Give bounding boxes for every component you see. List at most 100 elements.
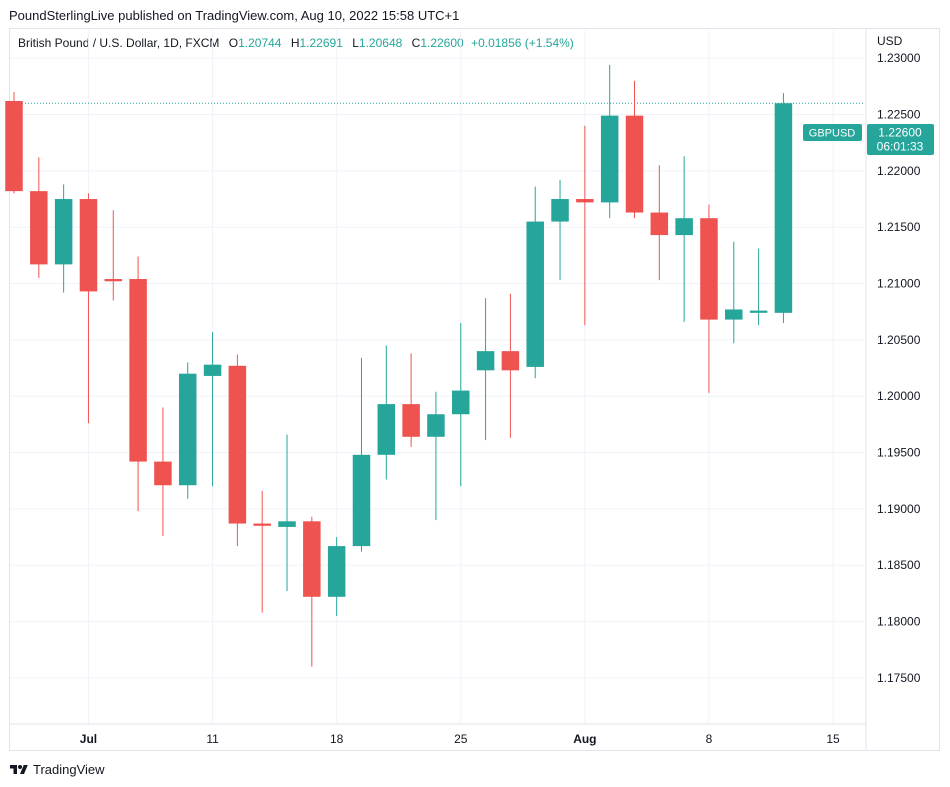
footer-brand: TradingView [33, 762, 105, 777]
price-tag-value: 1.22600 06:01:33 [867, 124, 934, 155]
candle-body [154, 461, 172, 486]
candle-body [253, 523, 271, 526]
candle [253, 490, 271, 613]
candle [526, 186, 544, 379]
candle [576, 125, 594, 326]
legend-symbol: British Pound / U.S. Dollar, 1D, FXCM [18, 36, 220, 50]
price-axis: 1.17500 1.18000 1.18500 1.19000 1.19500 1.200… [877, 51, 921, 685]
time-axis: Jul 11 18 25 Aug 8 15 [80, 732, 840, 746]
candle [129, 256, 147, 512]
candle-body [452, 390, 470, 415]
candle-body [526, 221, 544, 367]
legend-high-label: H [290, 36, 300, 50]
candle [154, 407, 172, 536]
legend-change: +0.01856 (+1.54%) [471, 36, 574, 50]
candle-body [600, 115, 619, 203]
candle-body [352, 454, 371, 547]
candle [402, 353, 420, 447]
candle-body [303, 521, 321, 597]
x-tick-label: 8 [706, 732, 713, 746]
legend-high-value: 1.22691 [299, 36, 343, 50]
x-tick-label: Aug [573, 732, 596, 746]
candle [303, 516, 321, 667]
price-tag-countdown: 06:01:33 [877, 140, 924, 154]
y-tick-label: 1.22500 [877, 108, 921, 122]
candle-body [749, 310, 768, 313]
candle-body [427, 414, 445, 437]
y-tick-label: 1.20500 [877, 333, 921, 347]
candle-body [377, 404, 396, 455]
y-tick-label: 1.21000 [877, 277, 921, 291]
candle [30, 157, 48, 278]
candle-body [178, 373, 197, 486]
legend-low-label: L [352, 36, 359, 50]
candle [327, 537, 346, 616]
candle [650, 165, 669, 281]
price-tag-symbol-text: GBPUSD [809, 128, 856, 140]
candle [79, 193, 98, 424]
y-tick-label: 1.23000 [877, 51, 921, 65]
tradingview-logo-icon [10, 764, 28, 774]
candle-body [402, 404, 420, 437]
price-tag-symbol: GBPUSD [803, 124, 862, 141]
candle [749, 248, 768, 326]
candle-body [278, 521, 296, 527]
candles [5, 64, 793, 667]
candle-body [104, 279, 123, 282]
currency-label: USD [877, 34, 903, 48]
candle-body [129, 279, 147, 462]
y-tick-label: 1.22000 [877, 164, 921, 178]
candle [377, 345, 396, 480]
candle-body [5, 100, 23, 192]
candle [352, 357, 371, 552]
y-tick-label: 1.19000 [877, 502, 921, 516]
candle-body [501, 351, 520, 371]
y-tick-label: 1.21500 [877, 220, 921, 234]
candle [5, 91, 23, 194]
y-tick-label: 1.19500 [877, 446, 921, 460]
candle [203, 331, 222, 487]
x-tick-label: 25 [454, 732, 468, 746]
candle-body [576, 199, 594, 203]
x-tick-label: 11 [206, 732, 219, 746]
candle [501, 293, 520, 438]
candle [228, 354, 247, 547]
y-tick-label: 1.18500 [877, 558, 921, 572]
candle [427, 391, 445, 521]
chart-legend: British Pound / U.S. Dollar, 1D, FXCM O1… [18, 36, 574, 50]
candle [700, 204, 718, 393]
candle-body [30, 191, 48, 265]
candle-body [675, 218, 693, 236]
y-tick-label: 1.18000 [877, 615, 921, 629]
candle-body [650, 212, 669, 236]
candle [104, 210, 123, 301]
published-line: PoundSterlingLive published on TradingVi… [9, 8, 460, 23]
legend-open-value: 1.20744 [238, 36, 282, 50]
legend-low-value: 1.20648 [358, 36, 403, 50]
candle-body [625, 115, 644, 213]
chart-frame[interactable] [9, 28, 940, 751]
candle-body [725, 309, 743, 320]
candle-body [476, 351, 495, 371]
price-tag-price: 1.22600 [878, 126, 922, 140]
footer[interactable]: TradingView [9, 762, 105, 777]
candle [774, 93, 793, 323]
candle-body [551, 199, 569, 222]
candle-body [228, 365, 247, 524]
candle-body [774, 103, 793, 313]
legend-open-label: O [228, 36, 239, 50]
candle-body [79, 199, 98, 292]
legend-close-label: C [411, 36, 421, 50]
candle [600, 64, 619, 219]
candle [675, 156, 693, 322]
candle [551, 179, 569, 281]
candle [54, 184, 73, 293]
x-tick-label: Jul [80, 732, 97, 746]
candle-body [54, 199, 73, 265]
candle [178, 362, 197, 499]
legend-close-value: 1.22600 [420, 36, 464, 50]
x-tick-label: 18 [330, 732, 344, 746]
x-tick-label: 15 [826, 732, 840, 746]
candle [278, 434, 296, 592]
